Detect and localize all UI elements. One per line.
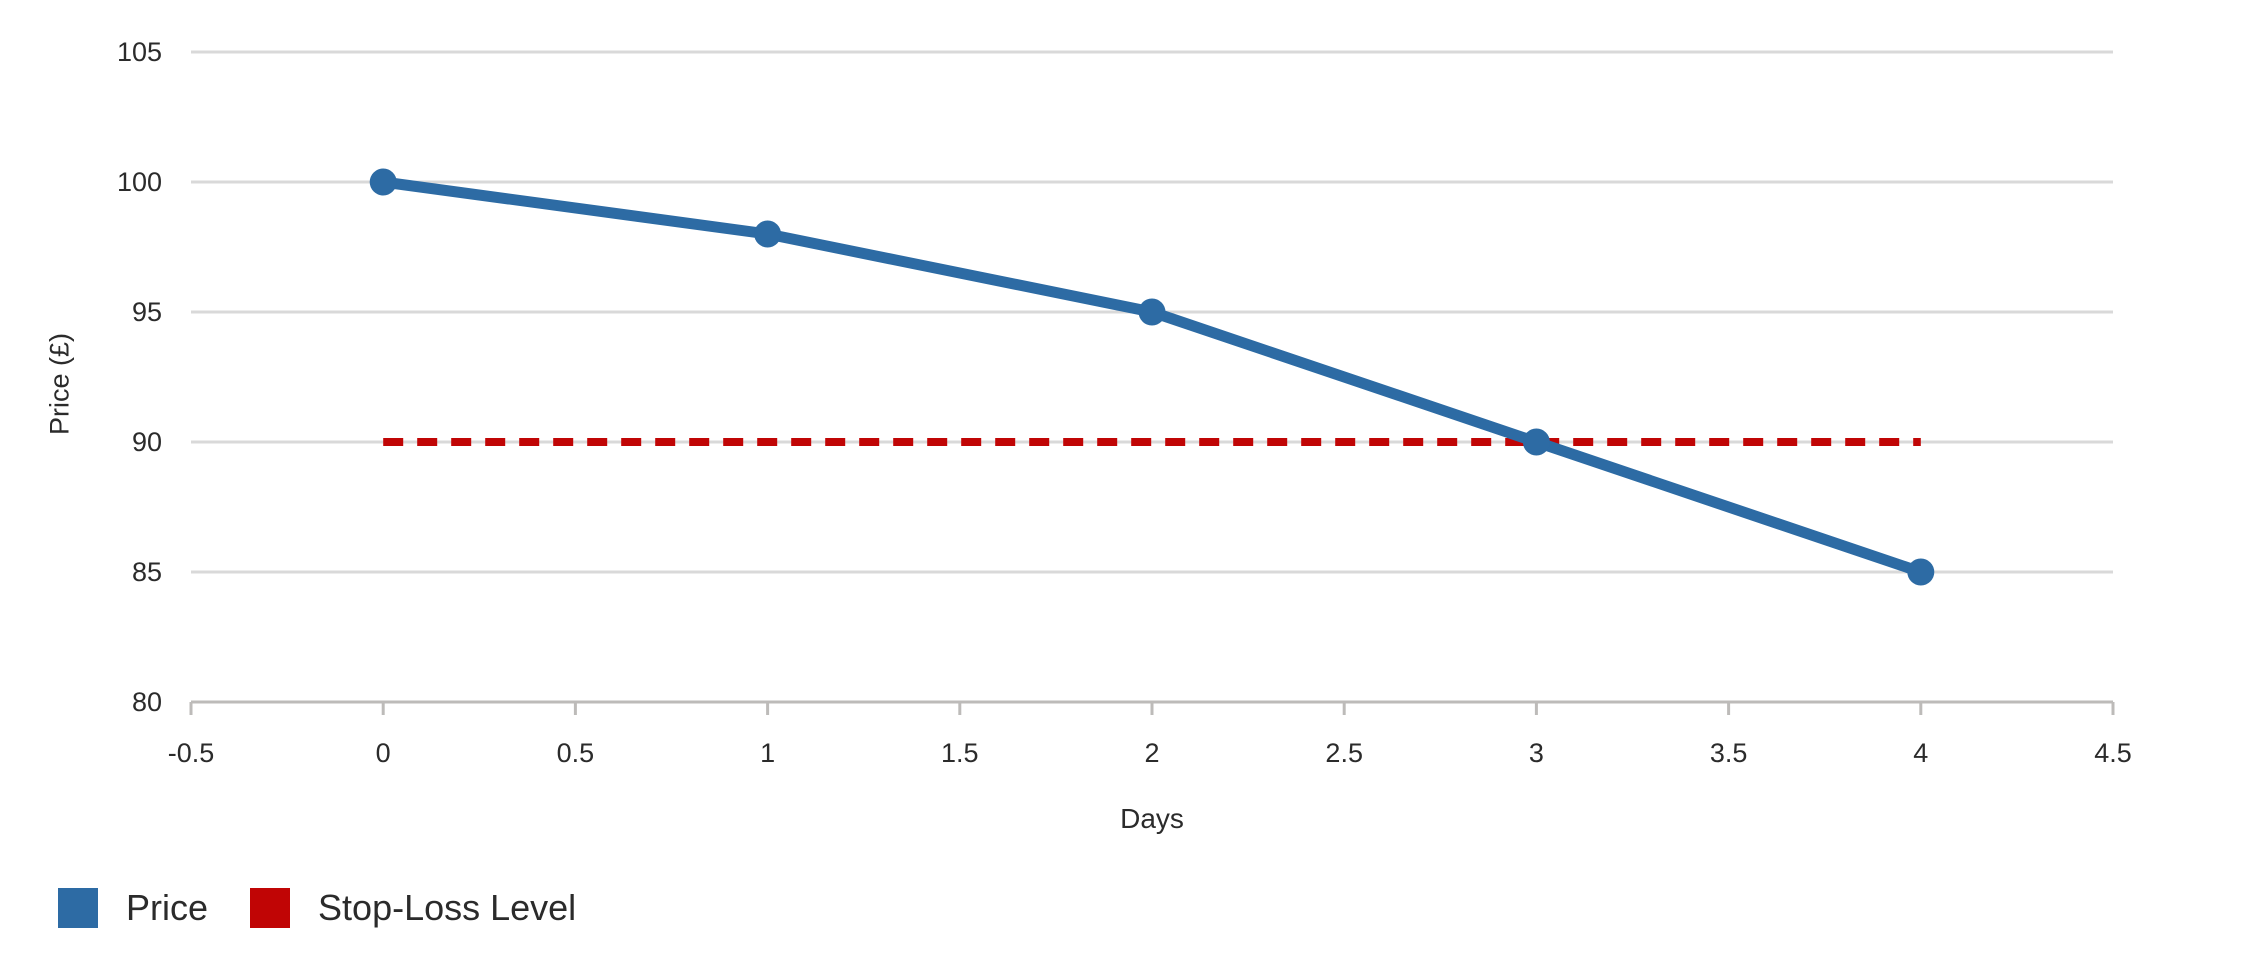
x-tick-label: 0.5 (557, 738, 595, 768)
price-series-label: Price (126, 887, 209, 928)
legend-item-price: Price (58, 888, 208, 928)
legend: Price Stop-Loss Level (58, 888, 576, 928)
x-tick-label: 3 (1529, 738, 1544, 768)
price-series-swatch (58, 888, 98, 928)
x-tick-label: 4.5 (2094, 738, 2132, 768)
price-line (377, 176, 1927, 578)
x-tick-label: 1 (760, 738, 775, 768)
x-tick-label: 2 (1144, 738, 1159, 768)
x-tick-label: 4 (1913, 738, 1928, 768)
stop-loss-series-label: Stop-Loss Level (318, 887, 577, 928)
y-tick-label: 80 (132, 687, 162, 717)
x-axis-title: Days (1120, 803, 1184, 834)
y-tick-label: 85 (132, 557, 162, 587)
x-tick-label: 3.5 (1710, 738, 1748, 768)
price-marker (1907, 558, 1935, 586)
y-tick-label: 95 (132, 297, 162, 327)
legend-item-stop-loss: Stop-Loss Level (250, 888, 576, 928)
price-marker (1138, 298, 1166, 326)
y-tick-label: 100 (117, 167, 162, 197)
price-marker (754, 220, 782, 248)
x-tick-label: 0 (376, 738, 391, 768)
x-tick-label: 1.5 (941, 738, 979, 768)
x-tick-label: -0.5 (168, 738, 215, 768)
price-marker (1522, 428, 1550, 456)
stop-loss-series-swatch (250, 888, 291, 928)
x-tick-label: 2.5 (1325, 738, 1363, 768)
y-tick-label: 90 (132, 427, 162, 457)
price-marker (369, 168, 397, 196)
y-axis-title: Price (£) (44, 332, 75, 436)
y-tick-label: 105 (117, 37, 162, 67)
